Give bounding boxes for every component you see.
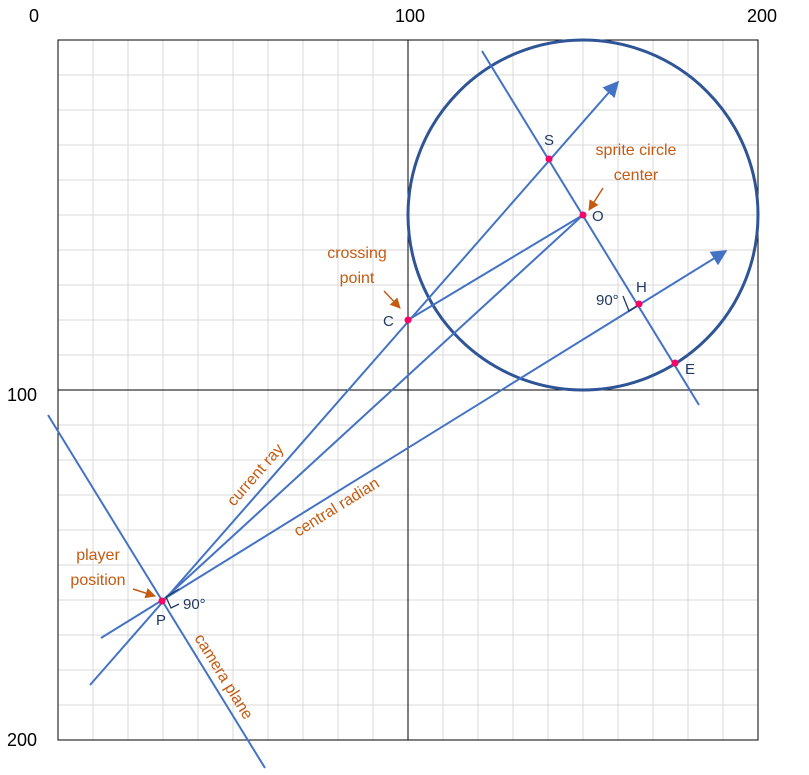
label-h: H — [636, 279, 647, 296]
label-c: C — [383, 313, 394, 330]
point-c — [404, 316, 412, 324]
right-angle-marker-p — [165, 588, 180, 609]
central-radian-line — [100, 250, 728, 639]
sprite-circle — [406, 38, 760, 392]
right-angle-marker-h — [622, 295, 638, 312]
x-tick-200: 200 — [747, 6, 777, 26]
annotation-current-ray: current ray — [224, 441, 287, 510]
annotation-sprite-center-line1: sprite circle — [596, 142, 677, 159]
angle-label-p: 90° — [183, 596, 206, 613]
annotation-camera-plane: camera plane — [191, 631, 256, 723]
y-tick-100: 100 — [7, 385, 37, 405]
annotation-crossing-arrow — [383, 290, 401, 309]
label-s: S — [544, 132, 554, 149]
x-tick-100: 100 — [395, 6, 425, 26]
annotation-crossing-line2: point — [340, 270, 375, 287]
annotation-player-line2: position — [70, 572, 125, 589]
current-ray-line — [89, 80, 620, 686]
point-h — [635, 300, 643, 308]
y-tick-200: 200 — [7, 730, 37, 750]
angle-label-h: 90° — [596, 292, 619, 309]
annotation-central-radian: central radian — [291, 475, 382, 541]
perpendicular-line — [481, 50, 700, 406]
label-e: E — [685, 361, 695, 378]
annotation-crossing-line1: crossing — [327, 245, 387, 262]
point-p — [158, 597, 166, 605]
label-o: O — [592, 208, 604, 225]
label-p: P — [156, 612, 166, 629]
annotation-player-line1: player — [76, 547, 120, 564]
point-e — [671, 359, 679, 367]
annotation-player-arrow — [132, 588, 157, 599]
camera-plane-line — [47, 414, 266, 769]
annotation-sprite-center-line2: center — [614, 167, 659, 184]
crossing-to-center-line — [407, 214, 584, 321]
annotation-sprite-center-arrow — [588, 187, 604, 211]
point-o — [579, 211, 587, 219]
point-s — [545, 155, 553, 163]
player-to-center-line — [161, 214, 584, 602]
x-tick-0: 0 — [29, 6, 39, 26]
